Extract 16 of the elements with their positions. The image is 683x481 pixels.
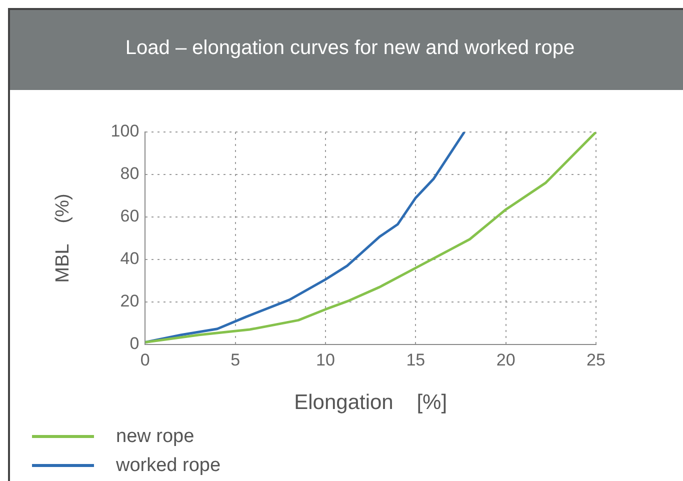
x-tick-label: 10	[316, 350, 335, 370]
y-axis-title: MBL (%)	[52, 194, 74, 283]
x-tick-label: 5	[230, 350, 240, 370]
y-tick-label: 100	[110, 122, 140, 141]
x-tick-label: 20	[496, 350, 516, 370]
legend-label: worked rope	[116, 454, 221, 476]
chart-title: Load – elongation curves for new and worked rope	[10, 10, 683, 90]
y-tick-label: 80	[120, 164, 140, 184]
y-tick-label: 40	[120, 249, 140, 268]
y-tick-label: 60	[120, 206, 140, 226]
legend-label: new rope	[116, 426, 194, 448]
x-tick-label: 25	[586, 350, 606, 370]
y-tick-label: 20	[120, 292, 140, 311]
x-tick-label: 15	[406, 350, 426, 370]
x-axis-title: Elongation [%]	[294, 391, 448, 414]
y-tick-label: 0	[130, 334, 140, 354]
